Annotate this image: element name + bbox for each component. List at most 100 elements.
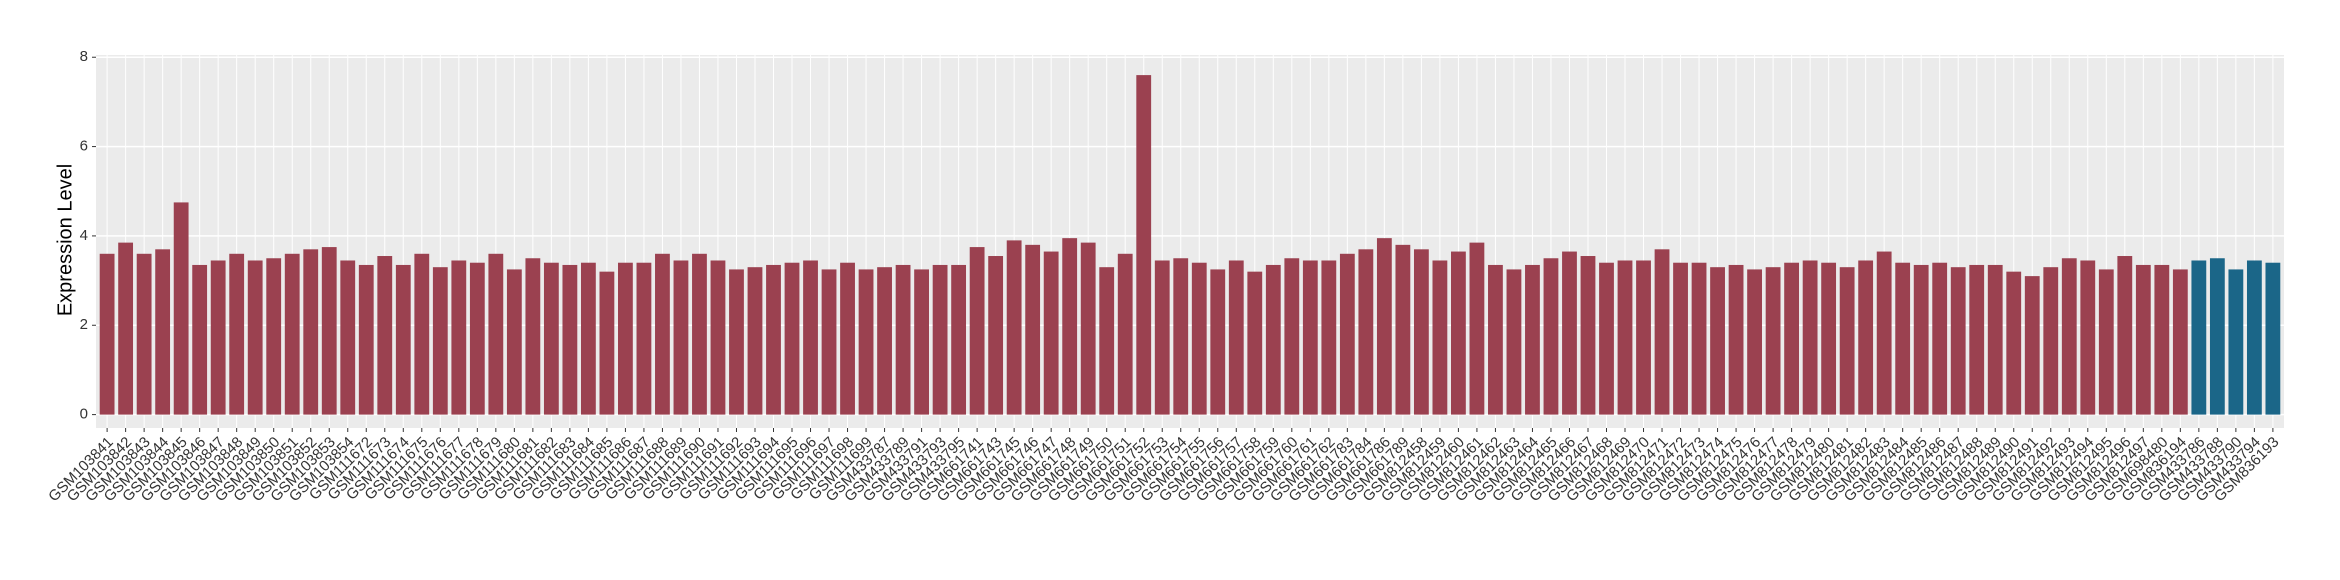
bar — [1136, 75, 1152, 415]
bar — [543, 262, 559, 415]
bar — [136, 253, 152, 415]
bar — [2061, 258, 2077, 415]
bar — [2043, 267, 2059, 415]
bar — [2172, 269, 2188, 415]
bar — [858, 269, 874, 415]
bar — [1802, 260, 1818, 415]
bar — [303, 249, 319, 415]
bar — [1969, 264, 1985, 415]
bar — [914, 269, 929, 415]
bar — [895, 264, 911, 415]
bar — [1210, 269, 1226, 415]
bar — [2080, 260, 2096, 415]
bar — [1302, 260, 1318, 415]
bar — [1321, 260, 1337, 415]
y-tick-label: 4 — [80, 227, 88, 244]
bar — [2117, 256, 2133, 415]
bar — [1228, 260, 1244, 415]
bar — [747, 267, 763, 415]
bar — [1062, 238, 1078, 415]
bar — [192, 264, 208, 415]
bar — [2135, 264, 2151, 415]
bar — [729, 269, 744, 415]
bar — [1617, 260, 1633, 415]
y-tick-label: 2 — [80, 316, 88, 333]
bar — [1599, 262, 1614, 415]
bar — [358, 264, 374, 415]
bar — [710, 260, 726, 415]
bar — [210, 260, 226, 415]
bar — [673, 260, 689, 415]
bar — [1747, 269, 1762, 415]
bar — [1580, 256, 1596, 415]
bar — [395, 264, 411, 415]
bar — [1043, 251, 1059, 415]
bar — [1858, 260, 1874, 415]
bar — [1080, 242, 1096, 415]
bar — [525, 258, 541, 415]
bar — [340, 260, 356, 415]
bar — [506, 269, 522, 415]
bar — [2209, 258, 2225, 415]
bar — [1432, 260, 1448, 415]
bar — [1691, 262, 1707, 415]
bar — [414, 253, 430, 415]
bar — [266, 258, 282, 415]
bar — [1784, 262, 1800, 415]
bar — [1191, 262, 1207, 415]
bar — [636, 262, 652, 415]
bar — [1765, 267, 1781, 415]
bar — [99, 253, 115, 415]
bar — [1247, 271, 1263, 415]
bar — [451, 260, 467, 415]
bar — [1950, 267, 1966, 415]
bar — [2191, 260, 2207, 415]
bar — [1821, 262, 1837, 415]
bar — [1913, 264, 1929, 415]
y-tick-label: 8 — [80, 48, 88, 65]
bar — [1154, 260, 1170, 415]
bar — [655, 253, 670, 415]
bar — [1506, 269, 1522, 415]
bar — [284, 253, 300, 415]
bar — [1284, 258, 1300, 415]
bar — [562, 264, 578, 415]
bar — [1932, 262, 1948, 415]
bar — [432, 267, 448, 415]
bar — [1654, 249, 1670, 415]
bar — [1413, 249, 1429, 415]
bar — [877, 267, 892, 415]
bar — [618, 262, 633, 415]
bar — [1376, 238, 1392, 415]
y-tick-label: 6 — [80, 138, 88, 155]
bar — [1987, 264, 2003, 415]
y-axis-title: Expression Level — [54, 164, 76, 316]
bar — [1543, 258, 1559, 415]
bar — [173, 202, 189, 415]
bar — [1395, 244, 1411, 415]
bar — [580, 262, 596, 415]
bar — [1895, 262, 1911, 415]
bar — [2154, 264, 2170, 415]
bar — [2228, 269, 2244, 415]
bar — [784, 262, 800, 415]
bar — [118, 242, 134, 415]
bar — [803, 260, 818, 415]
bar — [469, 262, 485, 415]
bar — [1358, 249, 1374, 415]
bar — [1525, 264, 1540, 415]
bar — [2265, 262, 2281, 415]
bar — [488, 253, 504, 415]
bar — [969, 247, 985, 415]
bar — [1469, 242, 1485, 415]
bar — [2006, 271, 2022, 415]
bar — [1728, 264, 1744, 415]
y-tick-label: 0 — [80, 406, 88, 423]
bar — [840, 262, 855, 415]
bar — [229, 253, 245, 415]
bar — [1636, 260, 1651, 415]
bar — [821, 269, 837, 415]
bar — [766, 264, 781, 415]
